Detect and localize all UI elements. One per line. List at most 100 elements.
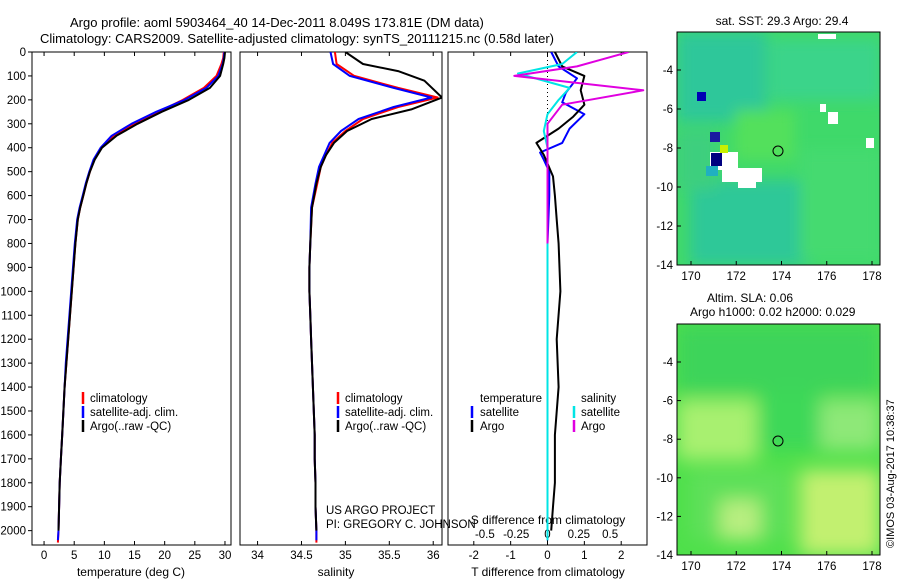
temperature-series [56, 52, 226, 543]
legend-climatology: climatology [90, 393, 148, 405]
legend-argo: Argo(..raw -QC) [90, 421, 171, 433]
salinity-legend: climatology satellite-adj. clim. Argo(..… [336, 392, 433, 433]
salinity-x-axis: 34 34.5 35 35.5 36 [251, 52, 440, 562]
map-x-tick-label: 178 [862, 271, 881, 283]
sla-map-title-1: Altim. SLA: 0.06 [707, 291, 793, 305]
depth-tick-label: 500 [7, 167, 26, 179]
map-x-tick-label: 172 [727, 271, 746, 283]
map-y-tick-label: -6 [663, 396, 673, 408]
depth-tick-label: 700 [7, 215, 26, 227]
series-line-argo-raw-qc- [308, 52, 442, 531]
x-tick-label: 25 [188, 550, 201, 562]
s-tick-label: -0.5 [475, 529, 495, 541]
s-tick-label: 0.25 [568, 529, 590, 541]
argo-location-marker [772, 435, 784, 447]
depth-tick-label: 1000 [0, 286, 26, 298]
t-difference-axis-title: T difference from climatology [471, 565, 625, 579]
x-tick-label: 5 [71, 550, 77, 562]
series-line-satellite-adj-clim- [56, 52, 226, 541]
series-line-climatology [308, 52, 439, 543]
series-line-s-argo [513, 52, 645, 244]
x-tick-label: -1 [506, 550, 516, 562]
header-line-2: Climatology: CARS2009. Satellite-adjuste… [40, 31, 554, 46]
depth-axis: 0 100 200 300 400 500 600 700 800 900 1000 1100 1200… [0, 47, 32, 538]
map-y-tick-label: -4 [663, 65, 674, 77]
x-tick-label: 20 [158, 550, 171, 562]
x-tick-label: 30 [219, 550, 232, 562]
x-tick-label: 10 [98, 550, 111, 562]
depth-tick-label: 1800 [0, 478, 26, 490]
temperature-panel-frame [31, 51, 232, 546]
depth-tick-label: 1200 [0, 334, 26, 346]
depth-tick-label: 900 [7, 262, 26, 274]
legend-salinity-title: salinity [581, 393, 616, 405]
depth-tick-label: 1400 [0, 382, 26, 394]
depth-tick-label: 800 [7, 238, 26, 250]
map-y-tick-label: -10 [656, 182, 673, 194]
legend-t-satellite: satellite [480, 407, 519, 419]
x-tick-label: -2 [469, 550, 479, 562]
x-tick-label: 0 [41, 550, 47, 562]
legend-argo: Argo(..raw -QC) [345, 421, 426, 433]
map-y-tick-label: -14 [656, 260, 673, 272]
map-y-tick-label: -10 [656, 473, 673, 485]
map-x-tick-label: 172 [727, 561, 746, 573]
sla-map-image [677, 324, 880, 555]
salinity-series [308, 52, 442, 543]
legend-satellite: satellite-adj. clim. [90, 407, 178, 419]
legend-satellite: satellite-adj. clim. [345, 407, 433, 419]
depth-tick-label: 200 [7, 95, 26, 107]
depth-tick-label: 1100 [1, 310, 26, 322]
map-y-tick-label: -8 [663, 434, 673, 446]
depth-tick-label: 1700 [0, 454, 26, 466]
legend-s-satellite: satellite [581, 407, 620, 419]
map-y-tick-label: -8 [663, 143, 673, 155]
argo-location-marker [772, 145, 784, 157]
map-y-tick-label: -6 [663, 104, 673, 116]
temperature-legend: climatology satellite-adj. clim. Argo(..… [81, 392, 178, 433]
x-tick-label: 35.5 [378, 550, 400, 562]
sla-map-title-2: Argo h1000: 0.02 h2000: 0.029 [690, 305, 856, 319]
map-x-tick-label: 174 [772, 271, 792, 283]
series-line-satellite-adj-clim- [308, 52, 433, 541]
map-x-tick-label: 178 [862, 561, 881, 573]
x-tick-label: 34 [251, 550, 264, 562]
depth-tick-label: 0 [20, 47, 26, 59]
depth-tick-label: 600 [7, 191, 26, 203]
sla-map-axes: 170 172 174 176 178 -4 -6 -8 -10 -12 -14 [656, 357, 881, 573]
x-tick-label: 15 [128, 550, 141, 562]
depth-tick-label: 300 [7, 119, 26, 131]
difference-series [513, 52, 645, 541]
sst-map-image [677, 32, 880, 265]
depth-tick-label: 1500 [0, 406, 26, 418]
map-y-tick-label: -4 [663, 357, 674, 369]
x-tick-label: 35 [339, 550, 352, 562]
sst-map-title: sat. SST: 29.3 Argo: 29.4 [716, 14, 849, 28]
salinity-panel-frame [239, 51, 443, 546]
temperature-axis-title: temperature (deg C) [77, 565, 185, 579]
x-tick-label: 1 [581, 550, 587, 562]
credits-project: US ARGO PROJECT [326, 505, 435, 517]
map-x-tick-label: 176 [817, 561, 836, 573]
salinity-axis-title: salinity [318, 565, 355, 579]
depth-tick-label: 1900 [0, 502, 26, 514]
x-tick-label: 0 [544, 550, 550, 562]
map-y-tick-label: -12 [656, 511, 673, 523]
difference-x-axis: -2 -1 0 1 2-0.5 -0.25 0 0.25 0.5 [469, 52, 624, 562]
legend-t-argo: Argo [480, 421, 504, 433]
difference-legend: temperature salinity satellite Argo sate… [470, 393, 620, 433]
depth-tick-label: 1600 [0, 430, 26, 442]
series-line-s-satellite [517, 52, 578, 541]
temperature-x-axis: 0 5 10 15 20 25 30 [41, 52, 232, 562]
map-y-tick-label: -14 [656, 550, 673, 562]
depth-tick-label: 100 [7, 71, 26, 83]
series-line-climatology [56, 52, 225, 543]
legend-s-argo: Argo [581, 421, 605, 433]
legend-climatology: climatology [345, 393, 403, 405]
header-line-1: Argo profile: aoml 5903464_40 14-Dec-201… [70, 15, 484, 30]
series-line-t-argo [535, 52, 586, 531]
depth-tick-label: 2000 [0, 526, 26, 538]
sst-map-axes: 170 172 174 176 178 -4 -6 -8 -10 -12 -14 [656, 65, 881, 283]
map-x-tick-label: 174 [772, 561, 792, 573]
